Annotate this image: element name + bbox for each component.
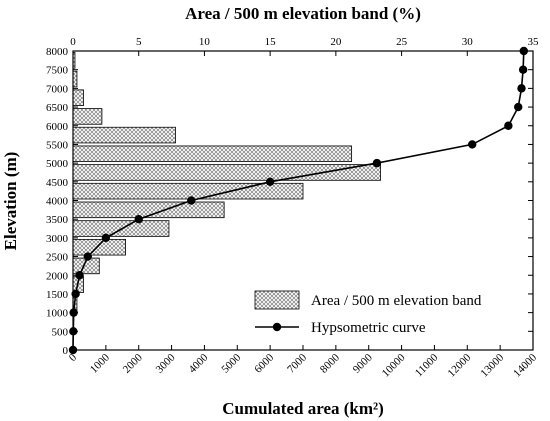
hypsometric-point-6500 <box>514 102 523 112</box>
top-tick-label-0: 0 <box>70 36 76 48</box>
y-tick-label-3500: 3500 <box>46 214 69 226</box>
bottom-tick-label-10000: 10000 <box>380 351 408 379</box>
band-bar-4500-5000 <box>72 164 381 181</box>
bottom-tick-label-7000: 7000 <box>285 351 309 375</box>
band-bar-5000-5500 <box>72 145 353 163</box>
hypsometric-point-3000 <box>101 233 111 243</box>
top-tick-label-35: 35 <box>528 36 540 48</box>
legend-label-bands: Area / 500 m elevation band <box>311 293 482 309</box>
curve-layer <box>68 46 528 355</box>
bottom-tick-label-13000: 13000 <box>478 351 506 379</box>
bottom-tick-label-2000: 2000 <box>121 351 145 375</box>
y-tick-label-4500: 4500 <box>46 177 69 189</box>
legend-label-curve: Hypsometric curve <box>311 320 426 336</box>
bottom-tick-label-1000: 1000 <box>88 351 112 375</box>
top-axis-title: Area / 500 m elevation band (%) <box>185 4 421 23</box>
hypsometric-point-5000 <box>372 158 382 168</box>
bottom-tick-label-6000: 6000 <box>252 351 276 375</box>
y-tick-label-6000: 6000 <box>46 121 69 133</box>
bottom-tick-label-11000: 11000 <box>413 351 441 379</box>
y-tick-label-5000: 5000 <box>46 158 69 170</box>
top-tick-label-5: 5 <box>136 36 142 48</box>
y-axis-title: Elevation (m) <box>1 152 20 251</box>
top-tick-label-25: 25 <box>396 36 408 48</box>
legend: Area / 500 m elevation band Hypsometric c… <box>254 290 482 336</box>
band-bar-5500-6000 <box>72 126 176 144</box>
hypsometric-point-6000 <box>504 121 513 130</box>
top-tick-label-20: 20 <box>330 36 342 48</box>
hypsometric-point-3500 <box>134 214 143 224</box>
band-bar-6500-7000 <box>72 89 84 106</box>
top-tick-label-10: 10 <box>199 36 211 48</box>
y-tick-label-1500: 1500 <box>46 289 69 301</box>
y-tick-label-7000: 7000 <box>46 83 69 95</box>
bottom-tick-label-3000: 3000 <box>154 351 178 375</box>
y-tick-label-2000: 2000 <box>46 270 69 282</box>
y-tick-label-2500: 2500 <box>46 252 69 264</box>
hypsometric-point-2000 <box>75 271 84 280</box>
y-tick-label-1000: 1000 <box>46 308 69 320</box>
bottom-axis-title: Cumulated area (km²) <box>222 399 384 418</box>
y-tick-label-3000: 3000 <box>46 233 69 245</box>
y-tick-label-5500: 5500 <box>46 139 69 151</box>
bottom-tick-label-4000: 4000 <box>187 351 211 375</box>
legend-swatch-curve-marker <box>272 322 282 332</box>
bottom-tick-label-9000: 9000 <box>351 351 375 375</box>
y-tick-label-8000: 8000 <box>46 46 69 58</box>
bars-layer <box>72 52 381 312</box>
hypsometric-point-4500 <box>265 177 275 187</box>
bottom-tick-label-5000: 5000 <box>219 351 243 375</box>
legend-swatch-bands <box>254 290 300 310</box>
hypsometric-point-7000 <box>517 84 526 93</box>
band-bar-2500-3000 <box>72 238 126 256</box>
y-tick-label-500: 500 <box>52 326 69 338</box>
bottom-tick-label-8000: 8000 <box>318 351 342 375</box>
top-tick-label-15: 15 <box>265 36 277 48</box>
top-tick-label-30: 30 <box>462 36 474 48</box>
band-bar-6000-6500 <box>72 108 103 125</box>
bottom-tick-label-12000: 12000 <box>445 351 473 379</box>
hypsometric-point-7500 <box>518 65 528 74</box>
hypsometric-point-5500 <box>468 140 477 149</box>
hypsometric-point-2500 <box>83 252 92 261</box>
y-tick-label-4000: 4000 <box>46 196 69 208</box>
hypsometric-point-4000 <box>187 196 196 205</box>
y-tick-label-0: 0 <box>63 345 69 357</box>
bottom-tick-label-14000: 14000 <box>511 351 539 379</box>
y-tick-label-7500: 7500 <box>46 65 69 77</box>
y-tick-label-6500: 6500 <box>46 102 69 114</box>
